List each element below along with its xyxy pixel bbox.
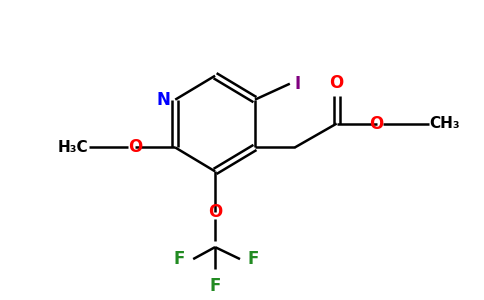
Text: O: O [208,203,222,221]
Text: F: F [248,250,259,268]
Text: H₃C: H₃C [58,140,89,155]
Text: F: F [210,277,221,295]
Text: CH₃: CH₃ [429,116,460,131]
Text: N: N [156,91,170,109]
Text: F: F [174,250,185,268]
Text: O: O [369,115,384,133]
Text: I: I [295,75,301,93]
Text: O: O [128,139,142,157]
Text: O: O [330,74,344,92]
